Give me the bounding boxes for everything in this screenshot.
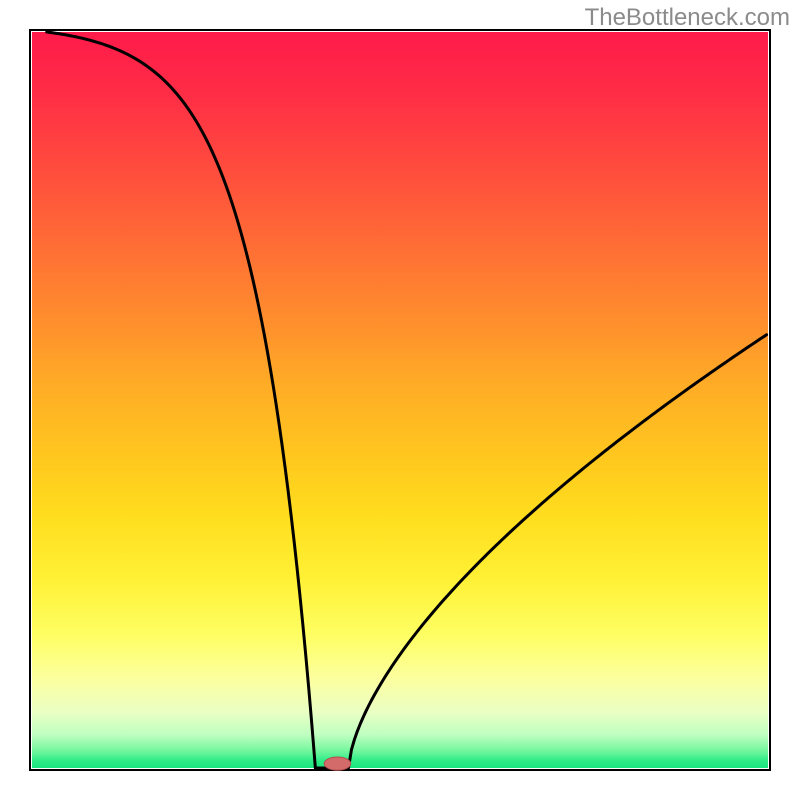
watermark-text: TheBottleneck.com [585,4,790,31]
bottleneck-chart: TheBottleneck.com [0,0,800,800]
plot-background [32,32,768,768]
chart-svg: TheBottleneck.com [0,0,800,800]
optimal-point-marker [324,757,350,770]
